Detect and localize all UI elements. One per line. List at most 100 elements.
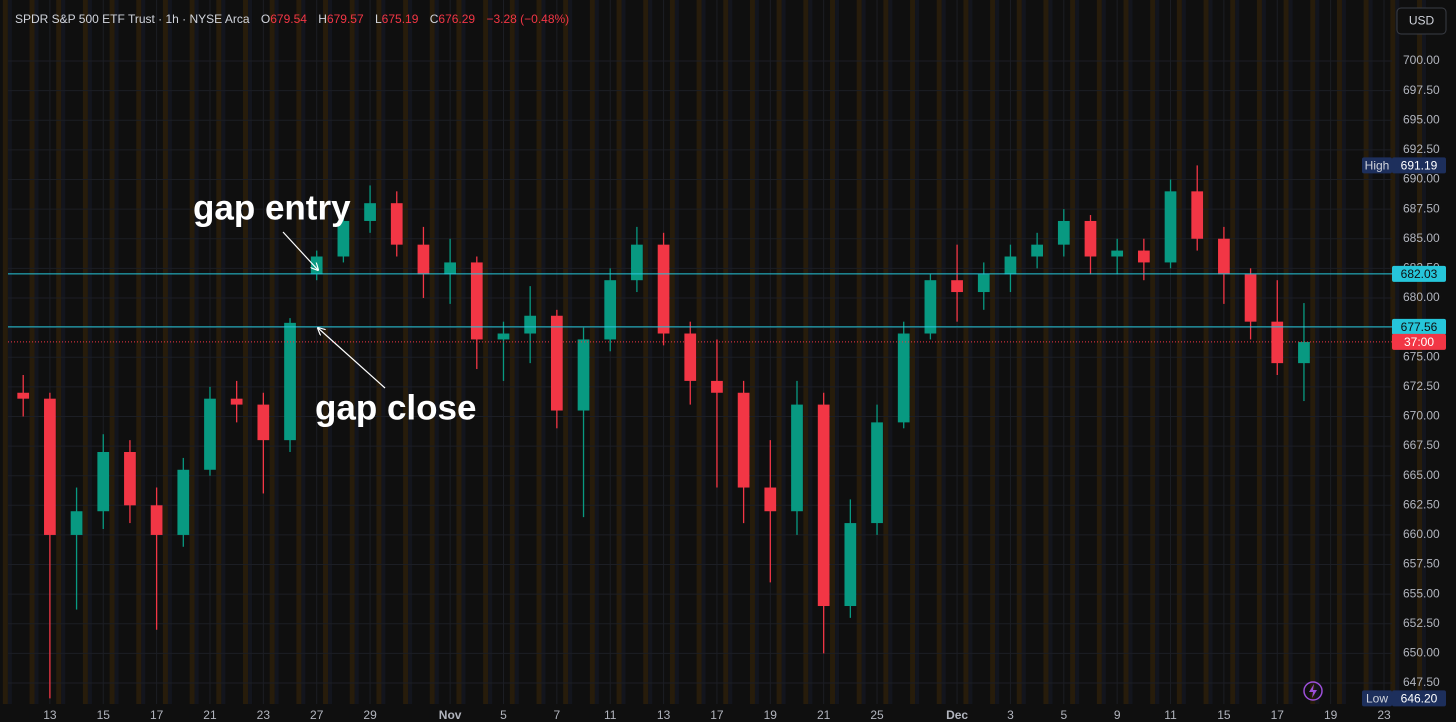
x-tick-label: 25 [870,708,884,722]
session-band [483,0,489,704]
candle-body [17,392,30,399]
price-badge-label: 677.56 [1401,320,1438,334]
session-band [643,0,649,704]
session-band [1075,0,1080,704]
session-band [323,0,329,704]
session-band [87,0,92,704]
session-band [61,0,66,704]
alert-icon[interactable] [1303,681,1323,701]
session-band [1128,0,1133,704]
candle-body [1137,250,1150,263]
x-tick-label: 7 [554,708,561,722]
annotation-arrow [282,231,318,270]
session-band [728,0,733,704]
candle-body [1298,341,1310,364]
session-band [301,0,306,704]
low_marker-badge-label: 646.20 [1401,692,1438,706]
candle-body [1111,250,1124,257]
session-band [1283,0,1289,704]
candle-body [44,398,56,535]
candle-body [1218,238,1230,275]
annotation: gap entry [193,188,351,227]
session-band [936,0,942,704]
currency[interactable]: USD [1409,14,1435,28]
session-band [1021,0,1026,704]
x-tick-label: 11 [604,708,617,722]
session-band [381,0,386,704]
ohlc-label: L [375,12,382,26]
x-tick-label: 23 [1377,708,1391,722]
session-band [1070,0,1076,704]
session-band [1390,0,1396,704]
session-band [915,0,920,704]
session-band [963,0,969,704]
x-tick-label: 17 [150,708,164,722]
y-tick-label: 650.00 [1403,646,1440,660]
ohlc-value: 676.29 [438,12,475,26]
candle-body [390,203,403,245]
x-tick-label: 5 [500,708,507,722]
session-band [1208,0,1213,704]
y-tick-label: 655.00 [1403,586,1440,600]
session-band [376,0,382,704]
session-band [109,0,115,704]
session-band [429,0,435,704]
candle-body [737,392,750,488]
session-band [861,0,866,704]
session-band [1368,0,1373,704]
x-tick-label: 21 [203,708,217,722]
candle-body [1084,220,1097,257]
session-band [701,0,706,704]
candle-body [257,404,270,441]
session-band [669,0,675,704]
candle-body [310,256,323,275]
candle-body [497,333,510,340]
session-band [1422,0,1427,704]
candle-body [1191,191,1204,239]
session-band [248,0,253,704]
session-bands [2,0,1427,704]
session-band [830,0,836,704]
x-tick-label: 17 [710,708,724,722]
candle-body [524,315,537,334]
x-tick-label: 15 [97,708,111,722]
candle-body [817,404,830,607]
session-band [243,0,249,704]
session-band [1417,0,1423,704]
session-band [621,0,626,704]
high_marker-tag-label: High [1365,159,1390,173]
y-tick-label: 700.00 [1403,53,1440,67]
candle-body [951,280,963,293]
x-tick-label: 19 [1324,708,1338,722]
candle-body [70,511,83,535]
session-band [648,0,653,704]
session-band [349,0,355,704]
candle-body [417,244,430,275]
y-tick-label: 680.00 [1403,290,1440,304]
session-band [167,0,172,704]
x-tick-label: Nov [439,708,462,722]
session-band [82,0,88,704]
session-band [408,0,413,704]
candle-body [1031,244,1043,257]
session-band [194,0,199,704]
x-tick-label: 3 [1007,708,1014,722]
session-band [1341,0,1346,704]
session-band [1310,0,1316,704]
session-band [2,0,8,704]
session-band [835,0,840,704]
session-band [29,0,35,704]
session-band [434,0,439,704]
currency-button[interactable] [1396,7,1447,35]
price-badge [1392,318,1446,335]
alert-bolt [1309,684,1317,698]
high_marker-tag [1362,157,1392,174]
ohlc-label: H [318,12,327,26]
session-band [189,0,195,704]
session-band [754,0,759,704]
x-tick-label: 15 [1217,708,1231,722]
session-band [456,0,462,704]
session-band [1261,0,1266,704]
